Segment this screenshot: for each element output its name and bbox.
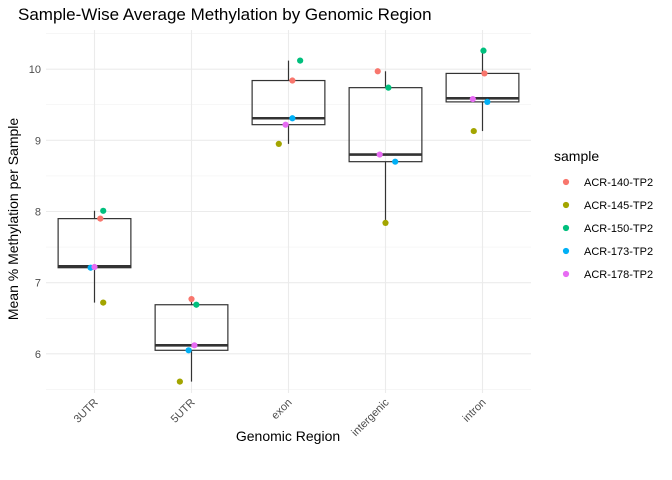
point-ACR-178-TP2-3UTR (91, 263, 98, 271)
x-tick-label: exon (269, 397, 294, 422)
boxplot-intergenic (348, 71, 423, 223)
y-tick-label: 7 (35, 278, 41, 290)
point-ACR-145-TP2-intron (470, 127, 477, 135)
point-ACR-150-TP2-3UTR (100, 207, 107, 214)
point-ACR-140-TP2-3UTR (97, 215, 104, 222)
legend-key-ACR-173-TP2 (562, 247, 570, 255)
legend-title: sample (554, 148, 599, 164)
legend-label: ACR-145-TP2 (584, 200, 653, 212)
point-ACR-178-TP2-exon (282, 121, 289, 128)
point-ACR-150-TP2-exon (297, 57, 304, 64)
legend-label: ACR-178-TP2 (584, 269, 653, 281)
point-ACR-140-TP2-intron (481, 70, 488, 77)
point-ACR-145-TP2-intergenic (382, 219, 389, 226)
y-tick-label: 10 (29, 64, 41, 76)
point-ACR-140-TP2-5UTR (188, 295, 195, 303)
x-axis-title: Genomic Region (236, 428, 340, 444)
y-axis-title: Mean % Methylation per Sample (5, 118, 21, 321)
legend-key-ACR-140-TP2 (562, 178, 570, 186)
legend-label: ACR-173-TP2 (584, 246, 653, 258)
point-ACR-178-TP2-intergenic (376, 151, 383, 158)
point-ACR-150-TP2-5UTR (193, 301, 200, 308)
y-tick-label: 6 (35, 349, 41, 361)
x-tick-label: intron (461, 397, 489, 425)
y-tick-label: 8 (35, 207, 41, 219)
legend-label: ACR-140-TP2 (584, 177, 653, 189)
chart-title: Sample-Wise Average Methylation by Genom… (18, 5, 432, 24)
legend-key-ACR-178-TP2 (562, 270, 570, 278)
x-tick-label: 3UTR (72, 397, 101, 426)
legend-key-ACR-145-TP2 (562, 201, 570, 209)
legend-label: ACR-150-TP2 (584, 223, 653, 235)
point-ACR-173-TP2-exon (289, 115, 296, 122)
point-ACR-145-TP2-5UTR (176, 378, 183, 385)
point-ACR-173-TP2-intergenic (392, 158, 399, 165)
boxplot-exon (251, 60, 326, 144)
point-ACR-150-TP2-intron (480, 47, 487, 54)
point-ACR-145-TP2-exon (275, 140, 282, 147)
point-ACR-145-TP2-3UTR (100, 299, 107, 306)
legend-key-ACR-150-TP2 (562, 224, 570, 232)
point-ACR-150-TP2-intergenic (385, 84, 392, 91)
point-ACR-173-TP2-intron (484, 98, 491, 105)
point-ACR-173-TP2-5UTR (185, 347, 192, 354)
plot-area: 6 7 8 9 10 3UTR 5UTR exon intergenic intron (29, 30, 531, 439)
y-tick-label: 9 (35, 135, 41, 147)
x-tick-label: 5UTR (169, 397, 198, 426)
point-ACR-140-TP2-exon (289, 77, 296, 84)
point-ACR-178-TP2-5UTR (191, 342, 198, 349)
legend: sample ACR-140-TP2 ACR-145-TP2 ACR-150-TP2… (554, 148, 653, 281)
point-ACR-140-TP2-intergenic (374, 68, 381, 75)
x-tick-label: intergenic (349, 396, 392, 439)
point-ACR-178-TP2-intron (469, 95, 476, 103)
